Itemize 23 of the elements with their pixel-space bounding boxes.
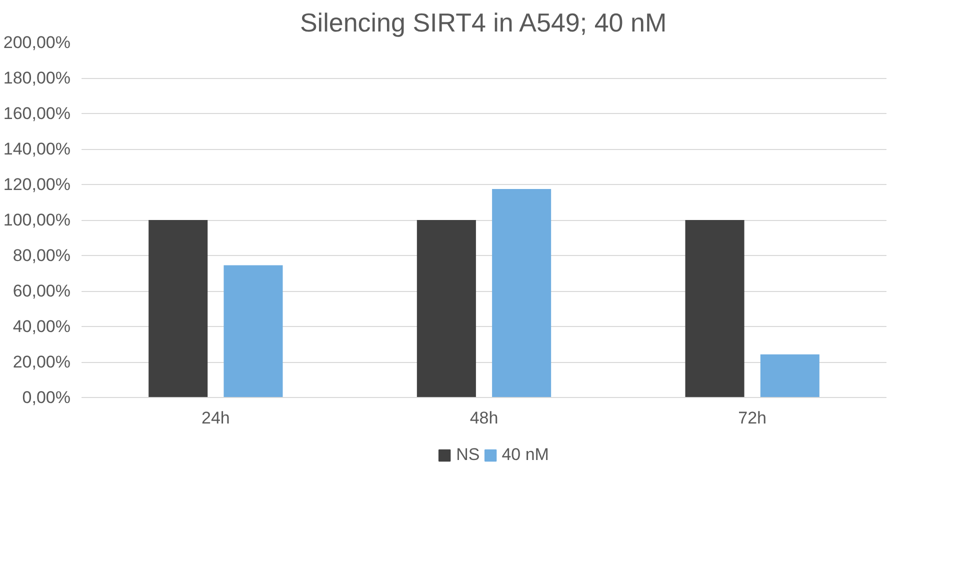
y-tick-label: 60,00% <box>12 282 71 300</box>
bar <box>492 188 552 398</box>
legend-label: 40 nM <box>502 445 549 465</box>
y-tick-label: 20,00% <box>12 352 71 372</box>
bar <box>416 220 476 398</box>
chart-title: Silencing SIRT4 in A549; 40 nM <box>300 8 667 38</box>
y-tick-label: 180,00% <box>3 68 71 88</box>
y-tick-label: 160,00% <box>3 104 71 123</box>
bar <box>685 220 744 398</box>
y-tick-label: 100,00% <box>3 210 71 230</box>
y-tick-label: 80,00% <box>12 246 71 265</box>
x-tick-label: 24h <box>201 408 230 428</box>
y-tick-label: 40,00% <box>12 317 71 336</box>
x-tick-label: 72h <box>738 408 767 428</box>
bar <box>148 220 208 398</box>
bar <box>760 354 820 398</box>
bar <box>224 265 283 398</box>
y-tick-label: 140,00% <box>3 140 71 158</box>
x-tick-label: 48h <box>470 408 498 428</box>
legend-label: NS <box>456 445 480 465</box>
y-tick-label: 120,00% <box>3 175 71 194</box>
y-tick-label: 0,00% <box>22 388 70 407</box>
y-tick-label: 200,00% <box>3 33 71 52</box>
